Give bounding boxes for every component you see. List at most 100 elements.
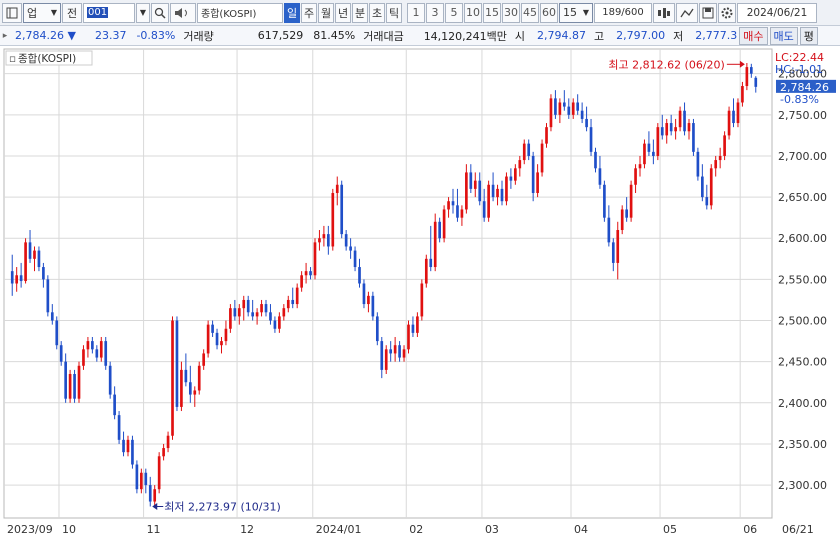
candle	[95, 345, 99, 362]
candle	[237, 304, 241, 325]
candle	[246, 295, 250, 317]
candle	[482, 188, 486, 222]
interval-30-button[interactable]: 30	[502, 2, 520, 23]
sound-button[interactable]	[170, 2, 196, 23]
candle-body	[188, 382, 192, 395]
candle-body	[10, 271, 14, 284]
candle-body	[180, 369, 183, 407]
current-price-label: 2,784.26	[780, 81, 829, 94]
candle-body	[367, 295, 370, 305]
candle-body	[264, 304, 268, 313]
candle-body	[398, 345, 401, 358]
candle-body	[331, 192, 335, 247]
candle-body	[487, 184, 490, 218]
quote-bar: ▸ 2,784.26 ▼ 23.37 -0.83% 거래량 617,529 81…	[0, 26, 840, 46]
candle	[224, 320, 228, 346]
period-week-tab[interactable]: 주	[301, 2, 317, 23]
buy-button[interactable]: 매수	[739, 26, 768, 45]
interval-10-button[interactable]: 10	[464, 2, 482, 23]
candle	[629, 180, 633, 222]
candle	[82, 345, 85, 370]
layout-toggle-icon[interactable]	[2, 2, 22, 23]
interval-45-button[interactable]: 45	[521, 2, 539, 23]
interval-60-button[interactable]: 60	[540, 2, 558, 23]
candle	[732, 98, 735, 128]
stock-name-field[interactable]: 종합(KOSPI)	[197, 2, 283, 23]
interval-3-button[interactable]: 3	[426, 2, 444, 23]
candle-body	[741, 86, 744, 103]
candle-body	[77, 365, 81, 399]
candle	[135, 460, 139, 494]
candle-body	[540, 143, 544, 173]
candle	[562, 90, 566, 111]
candle	[749, 63, 753, 78]
period-day-tab[interactable]: 일	[284, 2, 300, 23]
gear-icon	[721, 7, 733, 18]
code-text: 001	[87, 7, 109, 18]
candle	[295, 283, 299, 309]
candle	[318, 230, 321, 251]
settings-tool-button[interactable]	[653, 2, 675, 23]
candle-body	[674, 127, 677, 132]
candle-body	[318, 238, 321, 243]
open-label: 시	[514, 29, 526, 43]
candle	[46, 275, 50, 317]
candle	[598, 155, 602, 189]
save-button[interactable]	[699, 2, 717, 23]
candle-body	[447, 201, 450, 210]
candle	[411, 316, 415, 337]
y-tick-label: 2,600.00	[778, 232, 827, 245]
count-field[interactable]: 189/600	[594, 2, 652, 23]
date-field[interactable]: 2024/06/21	[737, 2, 817, 23]
candle-body	[286, 299, 290, 309]
interval-select[interactable]: 15 ▼	[559, 2, 593, 23]
candle	[522, 139, 526, 165]
eval-button[interactable]: 평	[799, 26, 818, 45]
candle-body	[509, 176, 513, 181]
candle-body	[362, 283, 366, 305]
period-minute-tab[interactable]: 분	[352, 2, 368, 23]
candle	[611, 238, 615, 272]
period-second-tab[interactable]: 초	[369, 2, 385, 23]
candle	[344, 230, 348, 251]
period-month-tab[interactable]: 월	[318, 2, 334, 23]
candle	[335, 176, 339, 206]
candle-body	[59, 345, 63, 362]
x-tick-label: 11	[147, 523, 161, 536]
candle-body	[585, 118, 588, 128]
candle	[718, 147, 722, 169]
search-button[interactable]	[151, 2, 169, 23]
period-tick-tab[interactable]: 틱	[386, 2, 402, 23]
interval-15-button[interactable]: 15	[483, 2, 501, 23]
chart-area[interactable]: 2,800.00 2,750.00 2,700.00 2,650.00 2,600.00…	[0, 47, 840, 538]
candle	[162, 443, 165, 461]
config-button[interactable]	[718, 2, 736, 23]
quote-expand-icon[interactable]: ▸	[2, 30, 8, 41]
prev-button[interactable]: 전	[62, 2, 82, 23]
candlestick-chart[interactable]: 2,800.00 2,750.00 2,700.00 2,650.00 2,600.00…	[0, 47, 840, 538]
period-year-tab[interactable]: 년	[335, 2, 351, 23]
candle	[144, 468, 148, 494]
candle-body	[229, 308, 232, 329]
lc-label: LC:22.44	[775, 51, 824, 64]
code-dropdown-button[interactable]: ▼	[136, 2, 150, 23]
candle-body	[95, 349, 99, 358]
code-input[interactable]: 001	[83, 2, 135, 23]
interval-5-button[interactable]: 5	[445, 2, 463, 23]
candle-body	[429, 258, 433, 268]
candle-body	[135, 464, 139, 490]
candle	[108, 361, 112, 399]
candle	[589, 118, 593, 156]
candle-body	[126, 439, 130, 453]
candle	[282, 304, 286, 321]
candle-body	[197, 365, 201, 391]
candle	[500, 180, 504, 206]
sell-button[interactable]: 매도	[769, 26, 798, 45]
market-select[interactable]: 업 ▼	[23, 2, 61, 23]
max-annotation: 최고 2,812.62 (06/20)	[608, 58, 745, 71]
candle	[402, 345, 406, 362]
interval-1-button[interactable]: 1	[407, 2, 425, 23]
amount-value: 14,120,241백만	[423, 29, 507, 43]
draw-tool-button[interactable]	[676, 2, 698, 23]
candle	[362, 279, 366, 309]
